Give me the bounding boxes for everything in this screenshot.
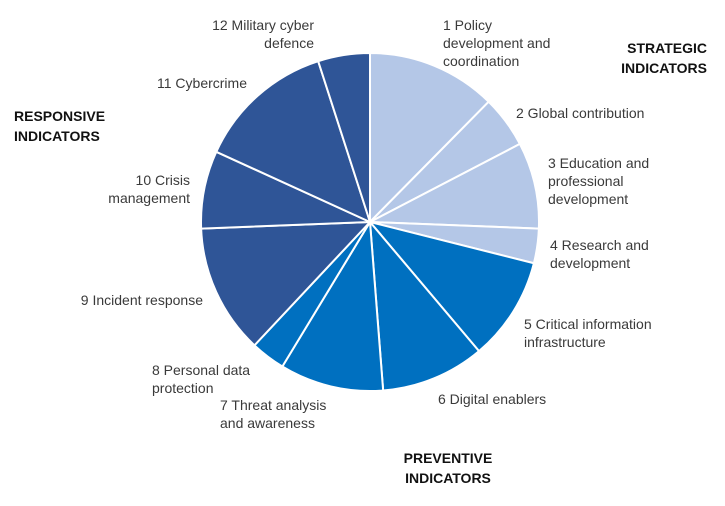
pie-slice-3-education-and-professional-development xyxy=(369,142,540,230)
slice-label-line: management xyxy=(108,190,190,206)
pie-slice-6-digital-enablers xyxy=(369,221,480,392)
slice-label-line: protection xyxy=(152,380,213,396)
slice-label-line: 7 Threat analysis xyxy=(220,397,326,413)
slice-label-line: 4 Research and xyxy=(550,237,649,253)
slice-label-1-policy-development-and-coordination: 1 Policy development and coordination xyxy=(443,17,550,69)
slice-label-2-global-contribution: 2 Global contribution xyxy=(516,105,644,121)
slice-label-line: development and xyxy=(443,35,550,51)
pie-slice-9-incident-response xyxy=(200,221,371,347)
slice-label-line: development xyxy=(548,191,628,207)
slice-label-line: 11 Cybercrime xyxy=(157,75,247,91)
slice-label-line: infrastructure xyxy=(524,334,606,350)
group-label-line: PREVENTIVE xyxy=(404,450,493,466)
pie-slice-12-military-cyber-defence xyxy=(317,52,371,223)
group-label-line: STRATEGIC xyxy=(627,40,707,56)
slice-label-line: professional xyxy=(548,173,624,189)
slice-label-line: 6 Digital enablers xyxy=(438,391,546,407)
slice-label-line: 8 Personal data xyxy=(152,362,250,378)
group-label-line: INDICATORS xyxy=(405,470,491,486)
slice-label-4-research-and-development: 4 Research and development xyxy=(550,237,649,271)
pie-slice-7-threat-analysis-and-awareness xyxy=(281,221,385,392)
slice-label-line: development xyxy=(550,255,630,271)
slice-label-line: defence xyxy=(264,35,314,51)
pie-slice-5-critical-information-infrastructure xyxy=(369,221,535,353)
slice-label-line: and awareness xyxy=(220,415,315,431)
slice-labels: 1 Policy development and coordination 2 Glo… xyxy=(81,17,652,431)
slice-label-line: 12 Military cyber xyxy=(212,17,314,33)
slice-label-line: 5 Critical information xyxy=(524,316,652,332)
group-label-line: INDICATORS xyxy=(621,60,707,76)
slice-label-6-digital-enablers: 6 Digital enablers xyxy=(438,391,546,407)
slice-label-line: 9 Incident response xyxy=(81,292,203,308)
slice-label-line: 10 Crisis xyxy=(136,172,190,188)
group-label-line: RESPONSIVE xyxy=(14,108,105,124)
slice-label-8-personal-data-protection: 8 Personal data protection xyxy=(152,362,250,396)
slice-label-line: 3 Education and xyxy=(548,155,649,171)
pie-slices xyxy=(200,52,540,392)
slice-label-5-critical-information-infrastructure: 5 Critical information infrastructure xyxy=(524,316,652,350)
pie-slice-1-policy-development-and-coordination xyxy=(369,52,490,223)
pie-slice-11-cybercrime xyxy=(215,60,371,223)
group-label-preventive: PREVENTIVE INDICATORS xyxy=(404,450,493,486)
slice-label-9-incident-response: 9 Incident response xyxy=(81,292,203,308)
slice-label-10-crisis-management: 10 Crisis management xyxy=(108,172,190,206)
slice-label-11-cybercrime: 11 Cybercrime xyxy=(157,75,247,91)
slice-label-line: 1 Policy xyxy=(443,17,492,33)
slice-label-7-threat-analysis-and-awareness: 7 Threat analysis and awareness xyxy=(220,397,326,431)
group-label-line: INDICATORS xyxy=(14,128,100,144)
group-label-strategic: STRATEGIC INDICATORS xyxy=(621,40,707,76)
slice-label-12-military-cyber-defence: 12 Military cyber defence xyxy=(212,17,314,51)
slice-label-3-education-and-professional-development: 3 Education and professional development xyxy=(548,155,649,207)
slice-label-line: 2 Global contribution xyxy=(516,105,644,121)
slice-label-line: coordination xyxy=(443,53,519,69)
group-label-responsive: RESPONSIVE INDICATORS xyxy=(14,108,105,144)
